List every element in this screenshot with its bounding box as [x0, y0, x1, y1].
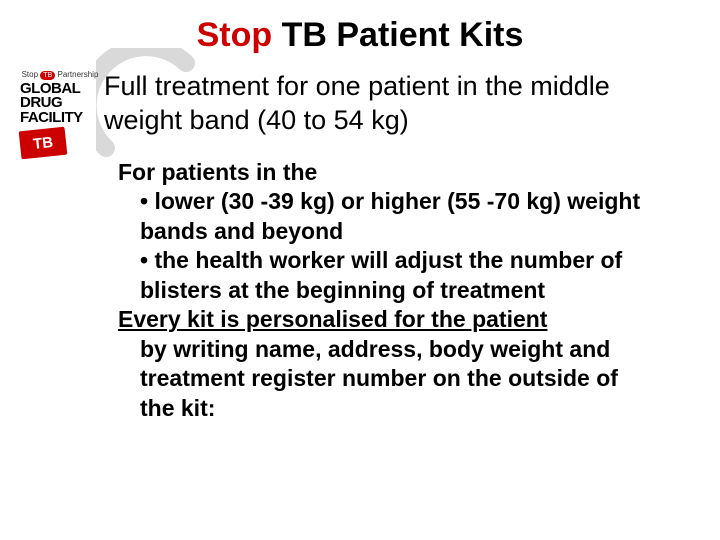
title-rest: TB Patient Kits	[272, 16, 523, 54]
logo-partnership-pill: TB	[40, 71, 55, 80]
body-bullet-1: • lower (30 -39 kg) or higher (55 -70 kg…	[118, 187, 658, 246]
logo-partnership-suffix: Partnership	[57, 70, 98, 79]
body-detail: by writing name, address, body weight an…	[118, 335, 658, 423]
slide-title: Stop TB Patient Kits	[0, 16, 720, 55]
logo-tb-stamp: TB	[19, 126, 68, 159]
body-intro: For patients in the	[118, 158, 658, 187]
logo-gdf-line3: FACILITY	[20, 111, 100, 125]
title-stop: Stop	[197, 16, 273, 54]
body-text: For patients in the • lower (30 -39 kg) …	[118, 158, 658, 423]
gdf-logo: Stop TB Partnership GLOBAL DRUG FACILITY…	[20, 70, 100, 157]
subtitle: Full treatment for one patient in the mi…	[104, 70, 664, 138]
body-personalised: Every kit is personalised for the patien…	[118, 305, 658, 334]
logo-partnership-line: Stop TB Partnership	[20, 70, 100, 80]
body-bullet-2: • the health worker will adjust the numb…	[118, 246, 658, 305]
logo-partnership-prefix: Stop	[22, 70, 38, 79]
